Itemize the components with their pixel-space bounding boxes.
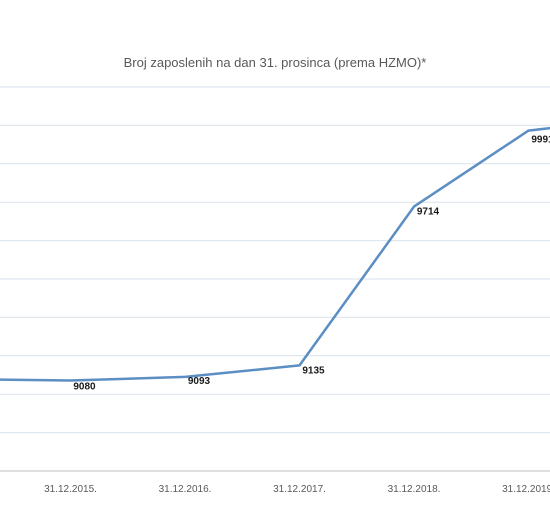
x-tick-labels: 31.12.2015. 31.12.2016. 31.12.2017. 31.12.2…	[44, 484, 550, 495]
x-tick-label: 31.12.2016.	[159, 484, 212, 495]
series-line	[0, 126, 550, 382]
data-label: 9991	[531, 135, 550, 146]
data-label: 9135	[302, 365, 325, 376]
data-label: 9714	[417, 207, 440, 218]
x-tick-label: 31.12.2017.	[273, 484, 326, 495]
grid-lines	[0, 86, 550, 434]
x-tick-label: 31.12.2019.	[502, 484, 550, 495]
chart-title: Broj zaposlenih na dan 31. prosinca (pre…	[123, 55, 427, 70]
x-tick-label: 31.12.2018.	[388, 484, 441, 495]
data-labels: 9080 9093 9135 9714 9991	[73, 135, 550, 393]
series-layer	[0, 126, 550, 382]
x-tick-label: 31.12.2015.	[44, 484, 97, 495]
data-label: 9080	[73, 381, 96, 392]
data-label: 9093	[188, 376, 211, 387]
